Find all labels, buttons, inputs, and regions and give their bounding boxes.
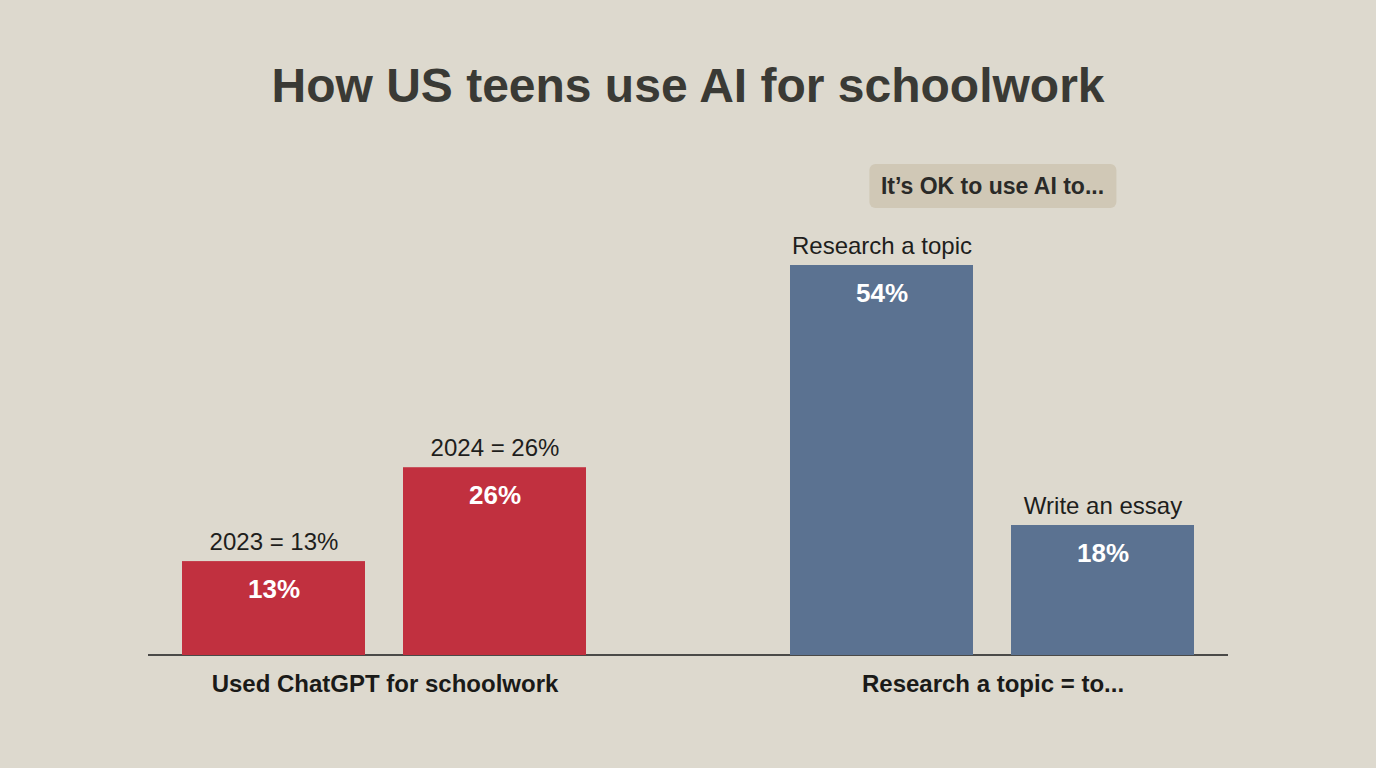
svg-text:Write an essay: Write an essay [1024, 492, 1182, 519]
svg-text:Research a topic = to...: Research a topic = to... [862, 670, 1124, 697]
svg-text:2023 = 13%: 2023 = 13% [210, 528, 339, 555]
svg-text:26%: 26% [469, 480, 521, 510]
svg-text:13%: 13% [248, 574, 300, 604]
svg-text:Used ChatGPT for schoolwork: Used ChatGPT for schoolwork [212, 670, 559, 697]
html-text:It’s OK to use AI to...: It’s OK to use AI to... [880, 173, 1105, 199]
svg-text:Research a topic: Research a topic [792, 232, 972, 259]
svg-text:18%: 18% [1077, 538, 1129, 568]
html-text:How US teens use AI for school: How US teens use AI for schoolwork [271, 59, 1105, 112]
svg-text:2024 = 26%: 2024 = 26% [431, 434, 560, 461]
svg-text:54%: 54% [856, 278, 908, 308]
